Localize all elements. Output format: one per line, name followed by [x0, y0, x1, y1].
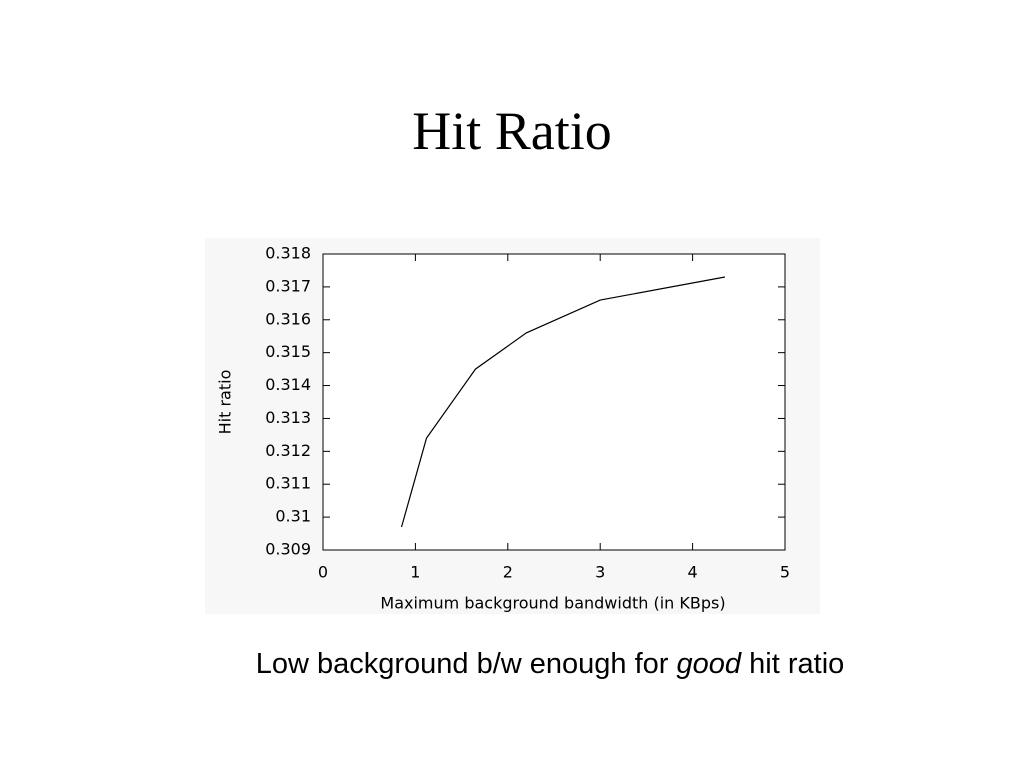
y-tick-label: 0.31 [275, 507, 311, 526]
slide-title: Hit Ratio [412, 101, 612, 161]
x-tick-label: 1 [410, 563, 420, 582]
y-tick-label: 0.309 [265, 540, 311, 559]
caption-emphasis: good [676, 648, 742, 680]
x-tick-label: 5 [780, 563, 790, 582]
plot-frame [322, 253, 786, 551]
y-tick-label: 0.316 [265, 309, 311, 328]
x-tick-label: 3 [595, 563, 605, 582]
x-tick-label: 4 [688, 563, 698, 582]
y-axis-label: Hit ratio [216, 370, 235, 435]
y-tick-label: 0.318 [265, 244, 311, 263]
y-tick-label: 0.317 [265, 276, 311, 295]
y-tick-label: 0.315 [265, 342, 311, 361]
y-tick-label: 0.314 [265, 375, 311, 394]
caption: Low background b/w enough for good hit rat… [0, 648, 1024, 681]
caption-text: Low background b/w enough for [255, 648, 669, 680]
y-tick-label: 0.311 [265, 474, 311, 493]
x-tick-label: 0 [318, 563, 328, 582]
data-line [400, 276, 726, 528]
x-axis-label: Maximum background bandwidth (in KBps) [380, 594, 725, 613]
y-tick-label: 0.313 [265, 408, 311, 427]
x-tick-label: 2 [503, 563, 513, 582]
y-tick-label: 0.312 [265, 441, 311, 460]
caption-text: hit ratio [749, 648, 845, 680]
